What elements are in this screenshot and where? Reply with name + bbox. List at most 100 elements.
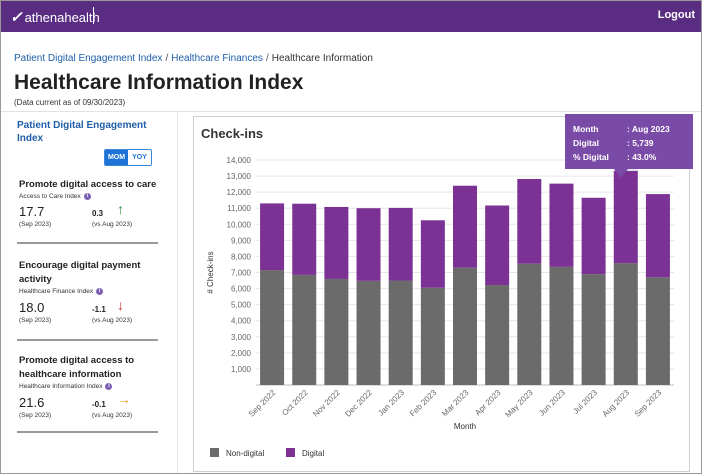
chart-tooltip: Month: Aug 2023 Digital: 5,739 % Digital…	[565, 114, 693, 169]
y-tick-label: 6,000	[231, 285, 252, 294]
bar-non-digital	[453, 267, 477, 385]
metric-value: 17.7	[19, 204, 45, 219]
tooltip-month-label: Month	[573, 124, 599, 134]
x-tick-label: Oct 2022	[280, 388, 310, 418]
metric-index-name: Healthcare Information Index i	[19, 383, 159, 390]
y-tick-label: 14,000	[227, 156, 252, 165]
metric-card-access-to-care[interactable]: Promote digital access to care Access to…	[19, 178, 159, 238]
bar-digital	[356, 208, 381, 281]
bar-digital	[453, 185, 477, 268]
checkins-chart-card: Check-ins 1,000 2,000 3,000 4,000 5,000 6,000…	[193, 116, 690, 472]
y-tick-label: 11,000	[227, 204, 251, 213]
bar-digital	[645, 194, 670, 278]
x-axis-label: Month	[454, 422, 476, 431]
y-tick-label: 1,000	[231, 365, 252, 374]
metric-index-name: Access to Care Index i	[19, 193, 159, 200]
x-tick-label: Jul 2023	[571, 388, 599, 416]
info-icon[interactable]: i	[105, 383, 113, 390]
bar-digital	[388, 207, 413, 281]
brand-name: athenahealth	[24, 9, 100, 25]
tooltip-pct-label: % Digital	[573, 152, 609, 162]
bar-digital	[549, 183, 574, 267]
metric-title: Promote digital access to care	[19, 179, 157, 190]
metric-comparison: (vs Aug 2023)	[92, 317, 133, 324]
x-tick-label: Nov 2022	[311, 388, 342, 419]
y-tick-label: 7,000	[231, 269, 252, 278]
bar-non-digital	[356, 280, 381, 385]
top-navigation-bar: ✓ athenahealth Logout	[1, 1, 701, 32]
metric-index-name: Healthcare Finance Index i	[19, 288, 159, 295]
arrow-down-icon: ↓	[117, 297, 124, 313]
arrow-right-icon: →	[117, 391, 131, 407]
metric-divider	[17, 242, 158, 244]
toggle-mom-button[interactable]: MOM	[105, 150, 128, 165]
info-icon[interactable]: i	[83, 193, 91, 200]
bar-non-digital	[517, 263, 542, 385]
breadcrumb-separator: /	[265, 53, 269, 64]
bar-non-digital	[645, 277, 670, 385]
x-tick-label: Jun 2023	[537, 388, 567, 418]
x-tick-label: Feb 2023	[408, 388, 439, 419]
bar-non-digital	[324, 278, 349, 385]
sidebar-title[interactable]: Patient Digital Engagement Index	[17, 120, 147, 144]
bar-digital	[613, 170, 638, 264]
metric-card-healthcare-finance[interactable]: Encourage digital payment activity Healt…	[19, 259, 159, 329]
y-tick-label: 12,000	[227, 188, 252, 197]
x-tick-label: May 2023	[504, 388, 536, 420]
brand-divider	[93, 7, 94, 24]
bar-non-digital	[388, 280, 413, 385]
metric-period: (Sep 2023)	[19, 317, 52, 324]
breadcrumb-current: Healthcare Information	[271, 53, 373, 64]
bar-digital	[260, 203, 285, 271]
bar-digital	[581, 197, 606, 275]
x-tick-label: Apr 2023	[473, 388, 503, 418]
legend-swatch	[210, 448, 219, 457]
info-icon[interactable]: i	[96, 288, 104, 295]
metric-change: -0.1	[92, 400, 106, 409]
brand-logo[interactable]: ✓ athenahealth	[10, 8, 100, 26]
bar-digital	[420, 220, 445, 288]
x-tick-label: Jan 2023	[376, 388, 406, 418]
bar-non-digital	[549, 266, 574, 385]
y-axis-label: # Check-ins	[206, 251, 215, 293]
legend-swatch	[286, 448, 295, 457]
metric-title: Promote digital access to healthcare inf…	[19, 355, 135, 380]
metric-change: -1.1	[92, 305, 106, 314]
y-tick-label: 5,000	[231, 301, 252, 310]
data-current-note: (Data current as of 09/30/2023)	[14, 98, 126, 107]
metric-comparison: (vs Aug 2023)	[92, 221, 133, 228]
arrow-up-icon: ↑	[117, 201, 124, 217]
bar-non-digital	[420, 287, 445, 385]
bar-digital	[517, 178, 542, 264]
metric-comparison: (vs Aug 2023)	[92, 412, 133, 419]
legend-label-non-digital: Non-digital	[226, 449, 264, 458]
breadcrumb-separator: /	[165, 53, 169, 64]
legend-label-digital: Digital	[302, 449, 324, 458]
x-tick-label: Dec 2022	[343, 388, 374, 419]
y-tick-label: 2,000	[231, 349, 252, 358]
bar-non-digital	[581, 274, 606, 385]
bar-non-digital	[292, 274, 317, 385]
metric-card-healthcare-information[interactable]: Promote digital access to healthcare inf…	[19, 354, 159, 424]
tooltip-pct-value: : 43.0%	[627, 152, 657, 162]
logout-link[interactable]: Logout	[657, 9, 695, 21]
metric-index-label: Healthcare Finance Index	[19, 288, 94, 295]
checkins-bar-chart: 1,000 2,000 3,000 4,000 5,000 6,000 7,000 8,000…	[206, 148, 674, 458]
breadcrumb-link-patient-digital-engagement-index[interactable]: Patient Digital Engagement Index	[14, 53, 163, 64]
tooltip-digital-label: Digital	[573, 138, 599, 148]
metric-divider	[17, 339, 158, 341]
metric-title: Encourage digital payment activity	[19, 260, 141, 285]
breadcrumb-link-healthcare-finances[interactable]: Healthcare Finances	[171, 53, 263, 64]
metric-divider	[17, 431, 158, 433]
period-toggle: MOM YOY	[104, 149, 152, 166]
x-tick-label: Sep 2023	[633, 388, 664, 419]
header-divider	[1, 111, 701, 112]
metric-value: 21.6	[19, 395, 45, 410]
y-tick-label: 9,000	[231, 236, 252, 245]
metric-period: (Sep 2023)	[19, 221, 52, 228]
bar-digital	[485, 205, 510, 286]
x-tick-label: Aug 2023	[601, 388, 632, 419]
toggle-yoy-button[interactable]: YOY	[128, 150, 151, 165]
y-tick-label: 4,000	[231, 317, 252, 326]
